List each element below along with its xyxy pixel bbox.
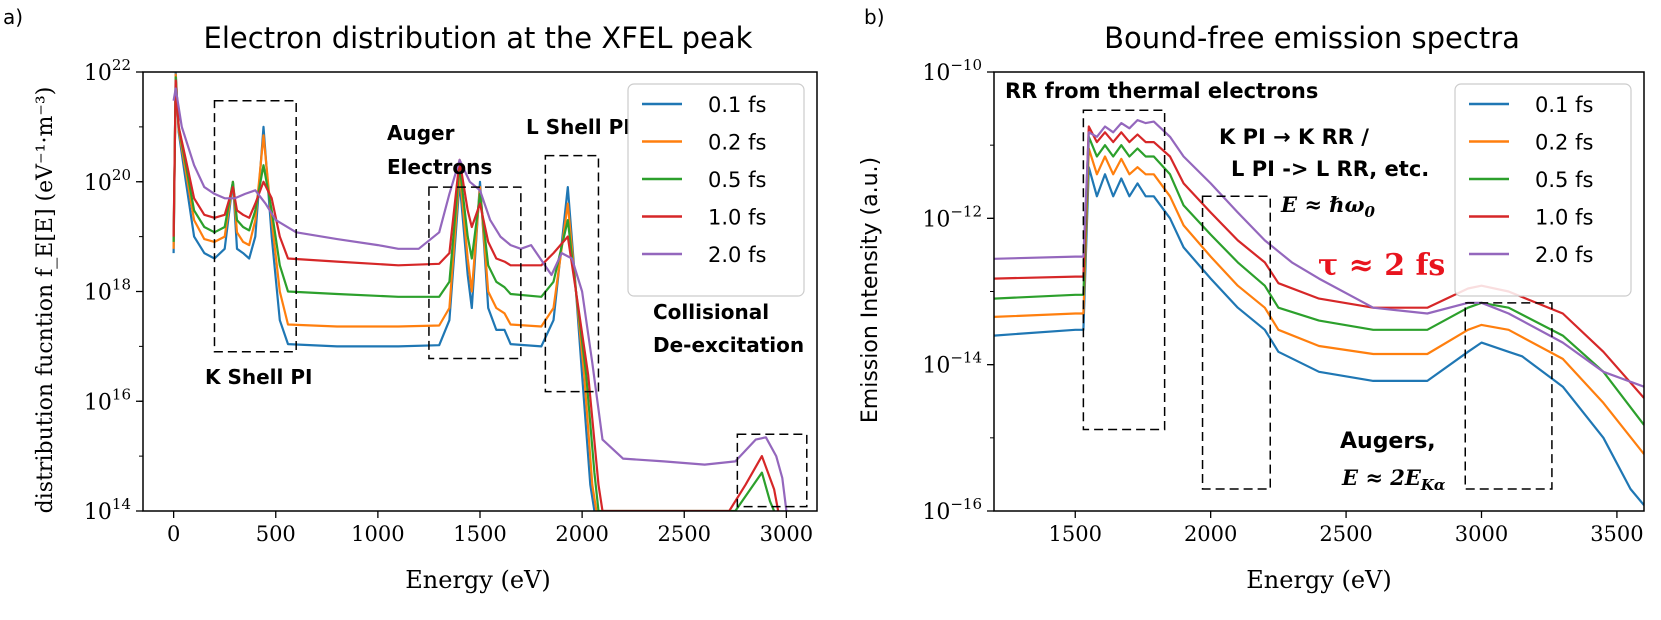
panel-a-legend-label: 1.0 fs (708, 206, 766, 230)
panel-b-xtick-label: 3000 (1455, 522, 1508, 546)
panel-a-legend-label: 0.2 fs (708, 131, 766, 155)
panel-a-xtick-label: 3000 (760, 522, 813, 546)
panel-b-legend-label: 0.2 fs (1535, 131, 1593, 155)
panel-b-xticks: 1500 2000 2500 3000 3500 (1049, 511, 1644, 546)
k-pi-label-line2: L PI -> L RR, etc. (1231, 157, 1429, 181)
panel-a-legend-label: 2.0 fs (708, 243, 766, 267)
panel-a-legend (627, 83, 805, 297)
auger-label-line2: Electrons (387, 155, 492, 179)
augers-label: Augers, (1340, 429, 1436, 454)
k-shell-label: K Shell PI (205, 365, 312, 389)
panel-a-legend-entries: 0.1 fs 0.2 fs 0.5 fs 1.0 fs 2.0 fs (642, 93, 766, 267)
panel-b-series-0-1fs (994, 166, 1644, 506)
panel-b-ylabel: Emission Intensity (a.u.) (858, 157, 883, 423)
panel-a-series-2-0fs (172, 87, 788, 511)
panel-a: a) Electron distribution at the XFEL pea… (3, 5, 818, 594)
panel-a-legend-label: 0.5 fs (708, 168, 766, 192)
panel-b-ytick-label: 10−12 (922, 202, 982, 232)
panel-b-series-0-5fs (994, 135, 1644, 426)
collisional-label-line1: Collisional (653, 300, 769, 324)
panel-b-legend-label: 0.1 fs (1535, 93, 1593, 117)
k-pi-box (1201, 195, 1271, 490)
energy-auger-label: E ≈ 2EKα (1341, 465, 1446, 494)
panel-b-xtick-label: 2500 (1319, 522, 1372, 546)
panel-b-legend (1454, 83, 1632, 297)
panel-a-xtick-label: 2500 (658, 522, 711, 546)
panel-b-yticks: 10−16 10−14 10−12 10−10 (922, 56, 994, 525)
panel-b-legend-label: 0.5 fs (1535, 168, 1593, 192)
panel-a-xlabel: Energy (eV) (405, 566, 550, 594)
augers-box (1464, 302, 1553, 490)
panel-a-xtick-label: 500 (256, 522, 296, 546)
panel-b-label: b) (864, 5, 885, 29)
auger-box (428, 186, 522, 360)
k-pi-label-line1: K PI → K RR / (1219, 125, 1369, 149)
auger-label-line1: Auger (387, 121, 455, 145)
panel-a-ytick-label: 1016 (84, 385, 131, 415)
panel-a-ytick-label: 1022 (84, 56, 131, 86)
panel-b: b) Bound-free emission spectra RR from t… (858, 5, 1645, 594)
panel-b-xtick-label: 1500 (1049, 522, 1102, 546)
panel-a-legend-label: 0.1 fs (708, 93, 766, 117)
panel-a-xtick-label: 1500 (453, 522, 506, 546)
panel-b-series-2-0fs (994, 119, 1644, 388)
panel-b-ytick-label: 10−10 (922, 56, 982, 86)
panel-b-xlabel: Energy (eV) (1246, 566, 1391, 594)
panel-b-legend-label: 2.0 fs (1535, 243, 1593, 267)
panel-a-yticks: 1014 1016 1018 1020 1022 (84, 56, 143, 525)
panel-b-title: Bound-free emission spectra (1104, 21, 1520, 55)
panel-a-ytick-label: 1018 (84, 276, 131, 306)
panel-b-xtick-label: 3500 (1590, 522, 1643, 546)
panel-a-xtick-label: 2000 (555, 522, 608, 546)
l-shell-label: L Shell PI (526, 115, 631, 139)
panel-a-series-0-2fs (172, 73, 598, 511)
panel-a-title: Electron distribution at the XFEL peak (204, 21, 753, 55)
panel-a-series-1-0fs (172, 79, 780, 511)
panel-b-legend-entries: 0.1 fs 0.2 fs 0.5 fs 1.0 fs 2.0 fs (1469, 93, 1593, 267)
rr-thermal-box (1082, 109, 1166, 431)
energy-hw-label: E ≈ ℏω0 (1280, 192, 1376, 221)
collisional-box (736, 433, 808, 508)
k-shell-box (213, 99, 297, 353)
panel-a-xtick-label: 0 (167, 522, 180, 546)
panel-b-ytick-label: 10−16 (922, 495, 982, 525)
collisional-label-line2: De-excitation (653, 333, 804, 357)
panel-a-label: a) (3, 5, 23, 29)
rr-thermal-label: RR from thermal electrons (1005, 79, 1318, 103)
panel-a-xtick-label: 1000 (351, 522, 404, 546)
panel-b-legend-label: 1.0 fs (1535, 206, 1593, 230)
tau-label: τ ≈ 2 fs (1318, 248, 1445, 283)
panel-a-xticks: 0 500 1000 1500 2000 2500 3000 (167, 511, 813, 546)
panel-a-series-0-1fs (172, 72, 596, 511)
panel-a-series-group (172, 72, 788, 511)
panel-b-xtick-label: 2000 (1184, 522, 1237, 546)
panel-a-ylabel: distribution fucntion f_E[E] (eV⁻¹·m⁻³) (33, 87, 58, 514)
panel-b-ytick-label: 10−14 (922, 349, 982, 379)
panel-b-series-0-2fs (994, 147, 1644, 455)
panel-a-ytick-label: 1020 (84, 166, 131, 196)
panel-a-ytick-label: 1014 (84, 495, 131, 525)
l-shell-box (544, 154, 600, 393)
